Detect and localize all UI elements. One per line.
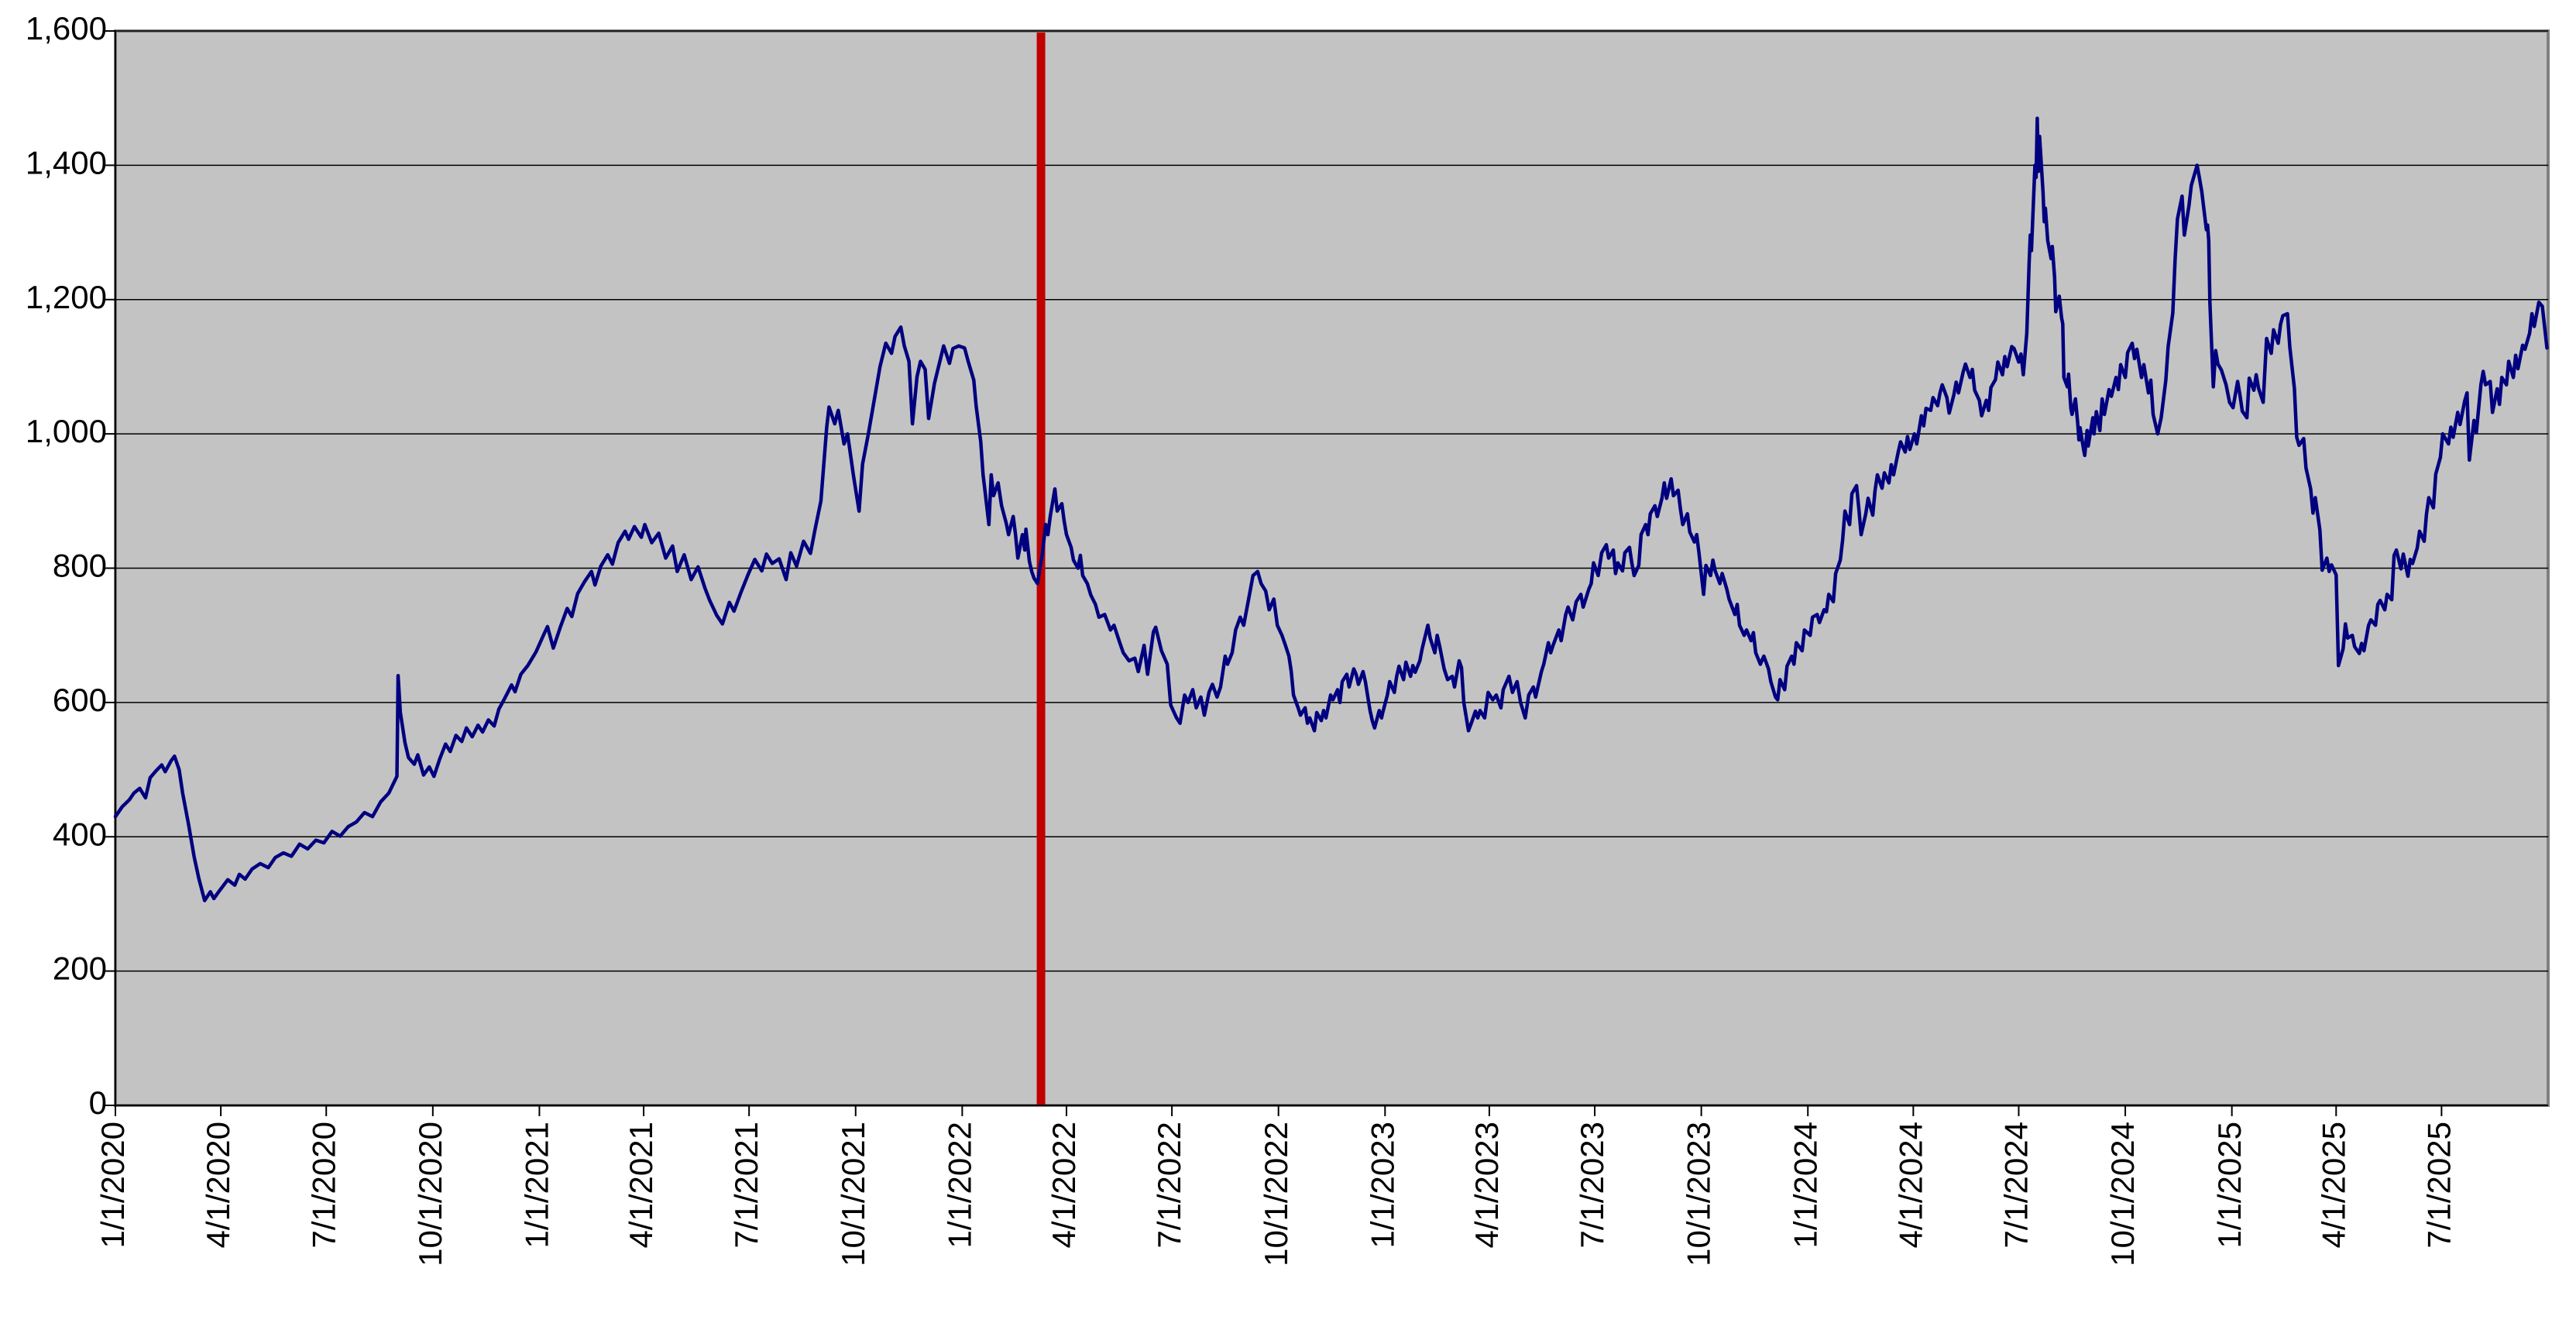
x-axis-label: 1/1/2024 [1787, 1122, 1823, 1249]
x-axis-label: 4/1/2020 [200, 1122, 236, 1249]
y-axis-label: 1,200 [26, 279, 107, 315]
x-axis-label: 7/1/2024 [1998, 1122, 2035, 1249]
y-axis-label: 400 [53, 816, 107, 852]
x-axis-label: 1/1/2025 [2211, 1122, 2248, 1249]
y-axis-label: 800 [53, 548, 107, 584]
x-axis-label: 4/1/2024 [1892, 1122, 1929, 1249]
y-axis-label: 1,000 [26, 413, 107, 449]
x-axis-label: 10/1/2023 [1681, 1122, 1717, 1266]
x-axis-label: 1/1/2023 [1364, 1122, 1400, 1249]
x-axis-label: 4/1/2021 [623, 1122, 659, 1249]
x-axis-label: 7/1/2022 [1151, 1122, 1187, 1249]
x-axis-label: 1/1/2020 [94, 1122, 131, 1249]
price-line [113, 116, 2549, 902]
x-axis-label: 7/1/2023 [1574, 1122, 1610, 1249]
y-axis-label: 0 [89, 1084, 107, 1121]
x-axis-label: 1/1/2022 [941, 1122, 977, 1249]
x-axis-label: 4/1/2025 [2315, 1122, 2351, 1249]
y-axis-label: 1,400 [26, 144, 107, 180]
x-axis-label: 7/1/2021 [728, 1122, 764, 1249]
x-axis-label: 4/1/2022 [1046, 1122, 1082, 1249]
y-axis-label: 1,600 [26, 10, 107, 46]
x-axis-label: 10/1/2024 [2104, 1122, 2141, 1266]
y-axis-label: 200 [53, 950, 107, 987]
x-axis-label: 10/1/2022 [1258, 1122, 1294, 1266]
x-axis-label: 10/1/2020 [412, 1122, 448, 1266]
x-axis-label: 7/1/2020 [305, 1122, 342, 1249]
y-axis-label: 600 [53, 682, 107, 718]
x-axis-label: 1/1/2021 [519, 1122, 555, 1249]
x-axis-label: 10/1/2021 [835, 1122, 871, 1266]
x-axis-label: 7/1/2025 [2420, 1122, 2457, 1249]
x-axis-label: 4/1/2023 [1468, 1122, 1505, 1249]
